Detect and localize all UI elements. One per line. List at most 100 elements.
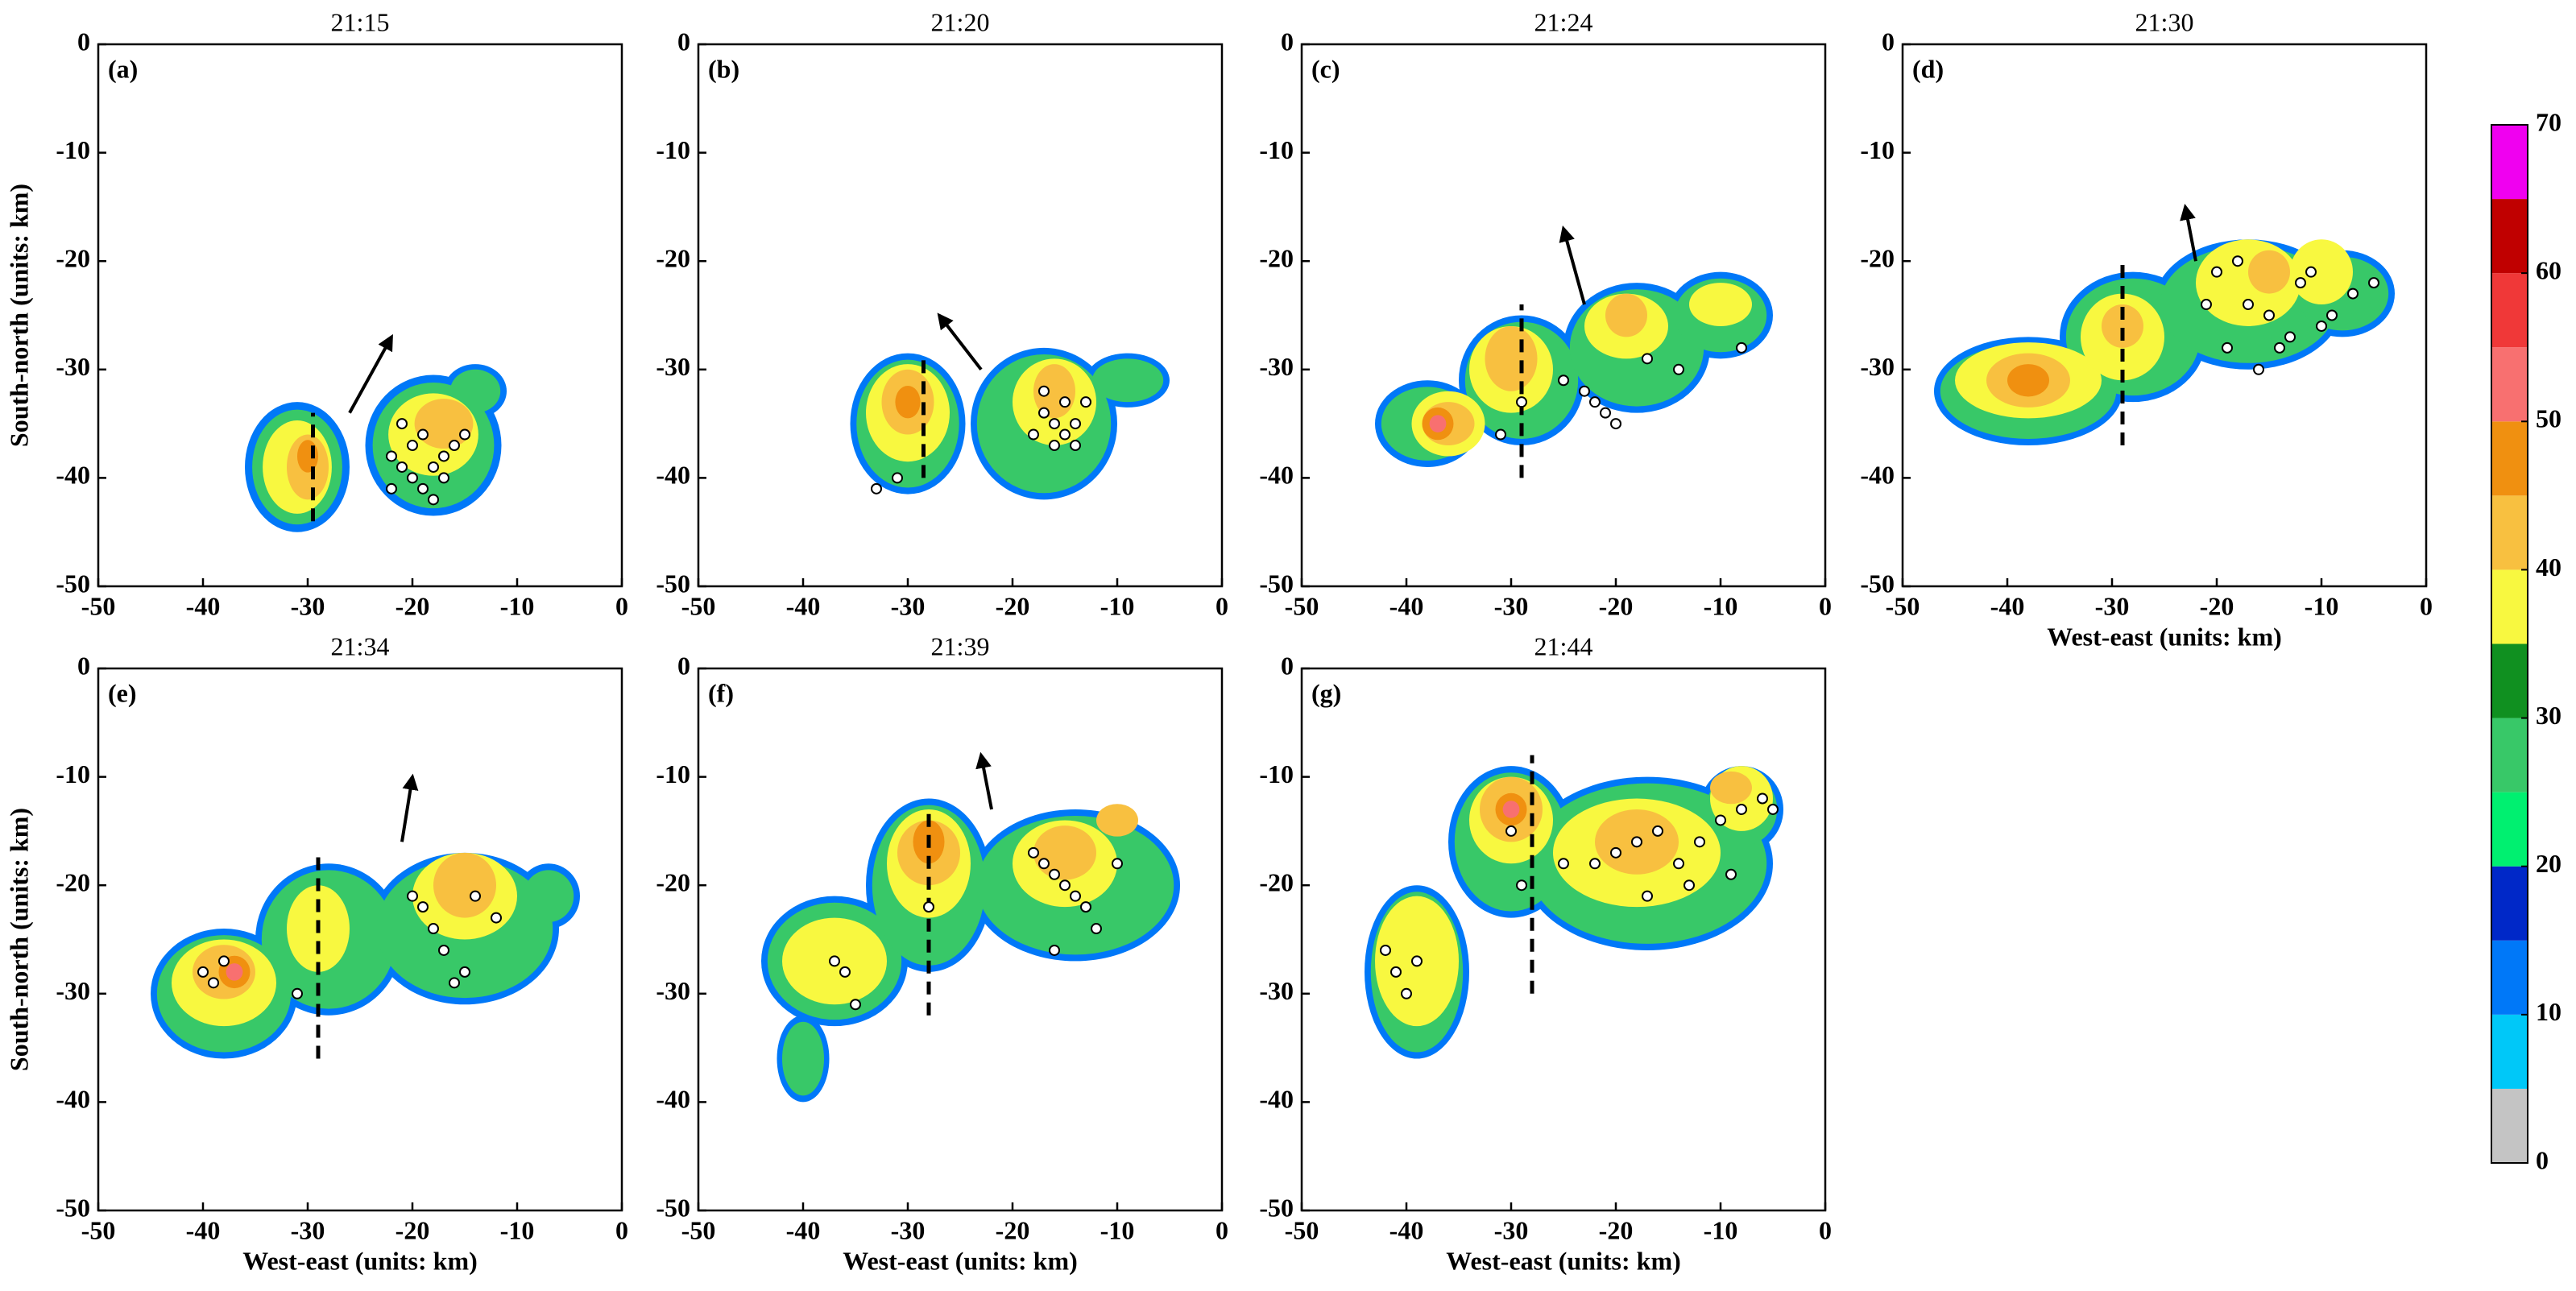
plot-frame (97, 43, 623, 588)
lightning-flash (1673, 858, 1684, 870)
lightning-flash (923, 901, 934, 913)
y-tick-label: -10 (1860, 135, 1895, 164)
colorbar-bin (2491, 643, 2528, 718)
lightning-flash (1694, 836, 1705, 848)
y-tick-label: -50 (656, 569, 690, 598)
x-tick-label: 0 (615, 591, 628, 620)
lightning-flash (1558, 374, 1569, 387)
motion-arrow (1559, 225, 1586, 305)
plot-frame (1901, 43, 2428, 588)
lightning-flash (1049, 944, 1060, 956)
plot-area (1365, 755, 1783, 1059)
lightning-flash (491, 912, 502, 924)
lightning-flash (1028, 846, 1039, 859)
lightning-flash (1725, 868, 1737, 880)
lightning-flash (1652, 825, 1663, 837)
colorbar-tick-label: 60 (2536, 255, 2562, 284)
echo-region (1485, 325, 1538, 391)
lightning-flash (292, 987, 303, 999)
colorbar-bin (2491, 792, 2528, 867)
lightning-flash (1380, 944, 1391, 956)
x-tick-label: -40 (1389, 591, 1424, 620)
lightning-flash (428, 494, 439, 506)
x-tick-label: -50 (1285, 1215, 1319, 1244)
y-tick-label: -50 (56, 569, 90, 598)
lightning-flash (2295, 277, 2306, 289)
y-tick-label: 0 (1882, 27, 1895, 56)
lightning-flash (1610, 846, 1621, 859)
x-tick-label: -30 (891, 591, 926, 620)
lightning-flash (1080, 901, 1091, 913)
lightning-flash (428, 461, 439, 473)
lightning-flash (1589, 396, 1601, 408)
x-tick-label: -30 (2095, 591, 2130, 620)
echo-region (895, 385, 921, 419)
lightning-flash (1049, 418, 1060, 430)
panel-label: (e) (108, 678, 137, 707)
x-axis-label: West-east (units: km) (1446, 1246, 1681, 1275)
y-tick-label: -10 (656, 759, 690, 788)
plot-area (245, 333, 507, 532)
panel-label: (c) (1311, 54, 1340, 83)
lightning-flash (1684, 879, 1695, 892)
y-tick-label: -40 (656, 1085, 690, 1114)
lightning-flash (1080, 396, 1091, 408)
echo-region (1096, 804, 1138, 837)
echo-region (2248, 250, 2290, 294)
echo-region (1605, 293, 1647, 337)
x-tick-label: -50 (1886, 591, 1920, 620)
y-tick-label: -30 (656, 352, 690, 381)
x-tick-label: -30 (291, 591, 325, 620)
panel: -50 -40 -30 -20 -10 0 0 -10 -20 -30 -40 -50 21:39 (f)… (656, 631, 1228, 1275)
lightning-flash (2201, 299, 2212, 311)
colorbar-tick-label: 70 (2536, 107, 2562, 136)
lightning-flash (396, 418, 408, 430)
panel-label: (d) (1912, 54, 1944, 83)
echo-region (1689, 283, 1752, 326)
lightning-flash (1642, 353, 1653, 365)
lightning-flash (2316, 320, 2327, 332)
panel-title: 21:30 (2135, 7, 2194, 36)
echo-region (433, 852, 496, 918)
x-tick-label: -20 (396, 1215, 430, 1244)
lightning-flash (1673, 363, 1684, 375)
lightning-flash (1070, 440, 1081, 452)
x-tick-label: -30 (1494, 1215, 1529, 1244)
y-axis-label: South-north (units: km) (4, 808, 33, 1071)
lightning-flash (386, 450, 397, 462)
y-tick-label: -20 (1860, 244, 1895, 273)
lightning-flash (1049, 440, 1060, 452)
y-tick-label: 0 (77, 27, 90, 56)
y-tick-label: 0 (677, 651, 690, 680)
lightning-flash (1505, 825, 1517, 837)
x-tick-label: 0 (1819, 591, 1832, 620)
lightning-flash (470, 890, 481, 902)
y-tick-label: -50 (1259, 569, 1294, 598)
motion-arrow (937, 312, 983, 371)
colorbar-tick-label: 40 (2536, 552, 2562, 581)
lightning-flash (1767, 803, 1779, 815)
y-tick-label: -40 (1860, 461, 1895, 490)
lightning-flash (2368, 277, 2379, 289)
lightning-flash (459, 428, 470, 441)
lightning-flash (1516, 879, 1527, 892)
colorbar-bin (2491, 199, 2528, 274)
lightning-flash (1028, 428, 1039, 441)
motion-arrow (400, 773, 419, 842)
x-tick-label: -20 (396, 591, 430, 620)
lightning-flash (2263, 309, 2275, 321)
lightning-flash (1059, 879, 1071, 892)
x-tick-label: -10 (2305, 591, 2339, 620)
lightning-flash (850, 999, 861, 1011)
echo-region (1033, 825, 1096, 880)
colorbar-tick-label: 20 (2536, 849, 2562, 878)
lightning-flash (386, 482, 397, 494)
x-tick-label: -10 (1100, 1215, 1135, 1244)
y-tick-label: -50 (1259, 1193, 1294, 1222)
y-tick-label: 0 (77, 651, 90, 680)
plot-frame (1300, 667, 1827, 1212)
lightning-flash (1736, 803, 1747, 815)
lightning-flash (417, 482, 429, 494)
colorbar-bin (2491, 421, 2528, 496)
panel-label: (f) (708, 678, 734, 707)
